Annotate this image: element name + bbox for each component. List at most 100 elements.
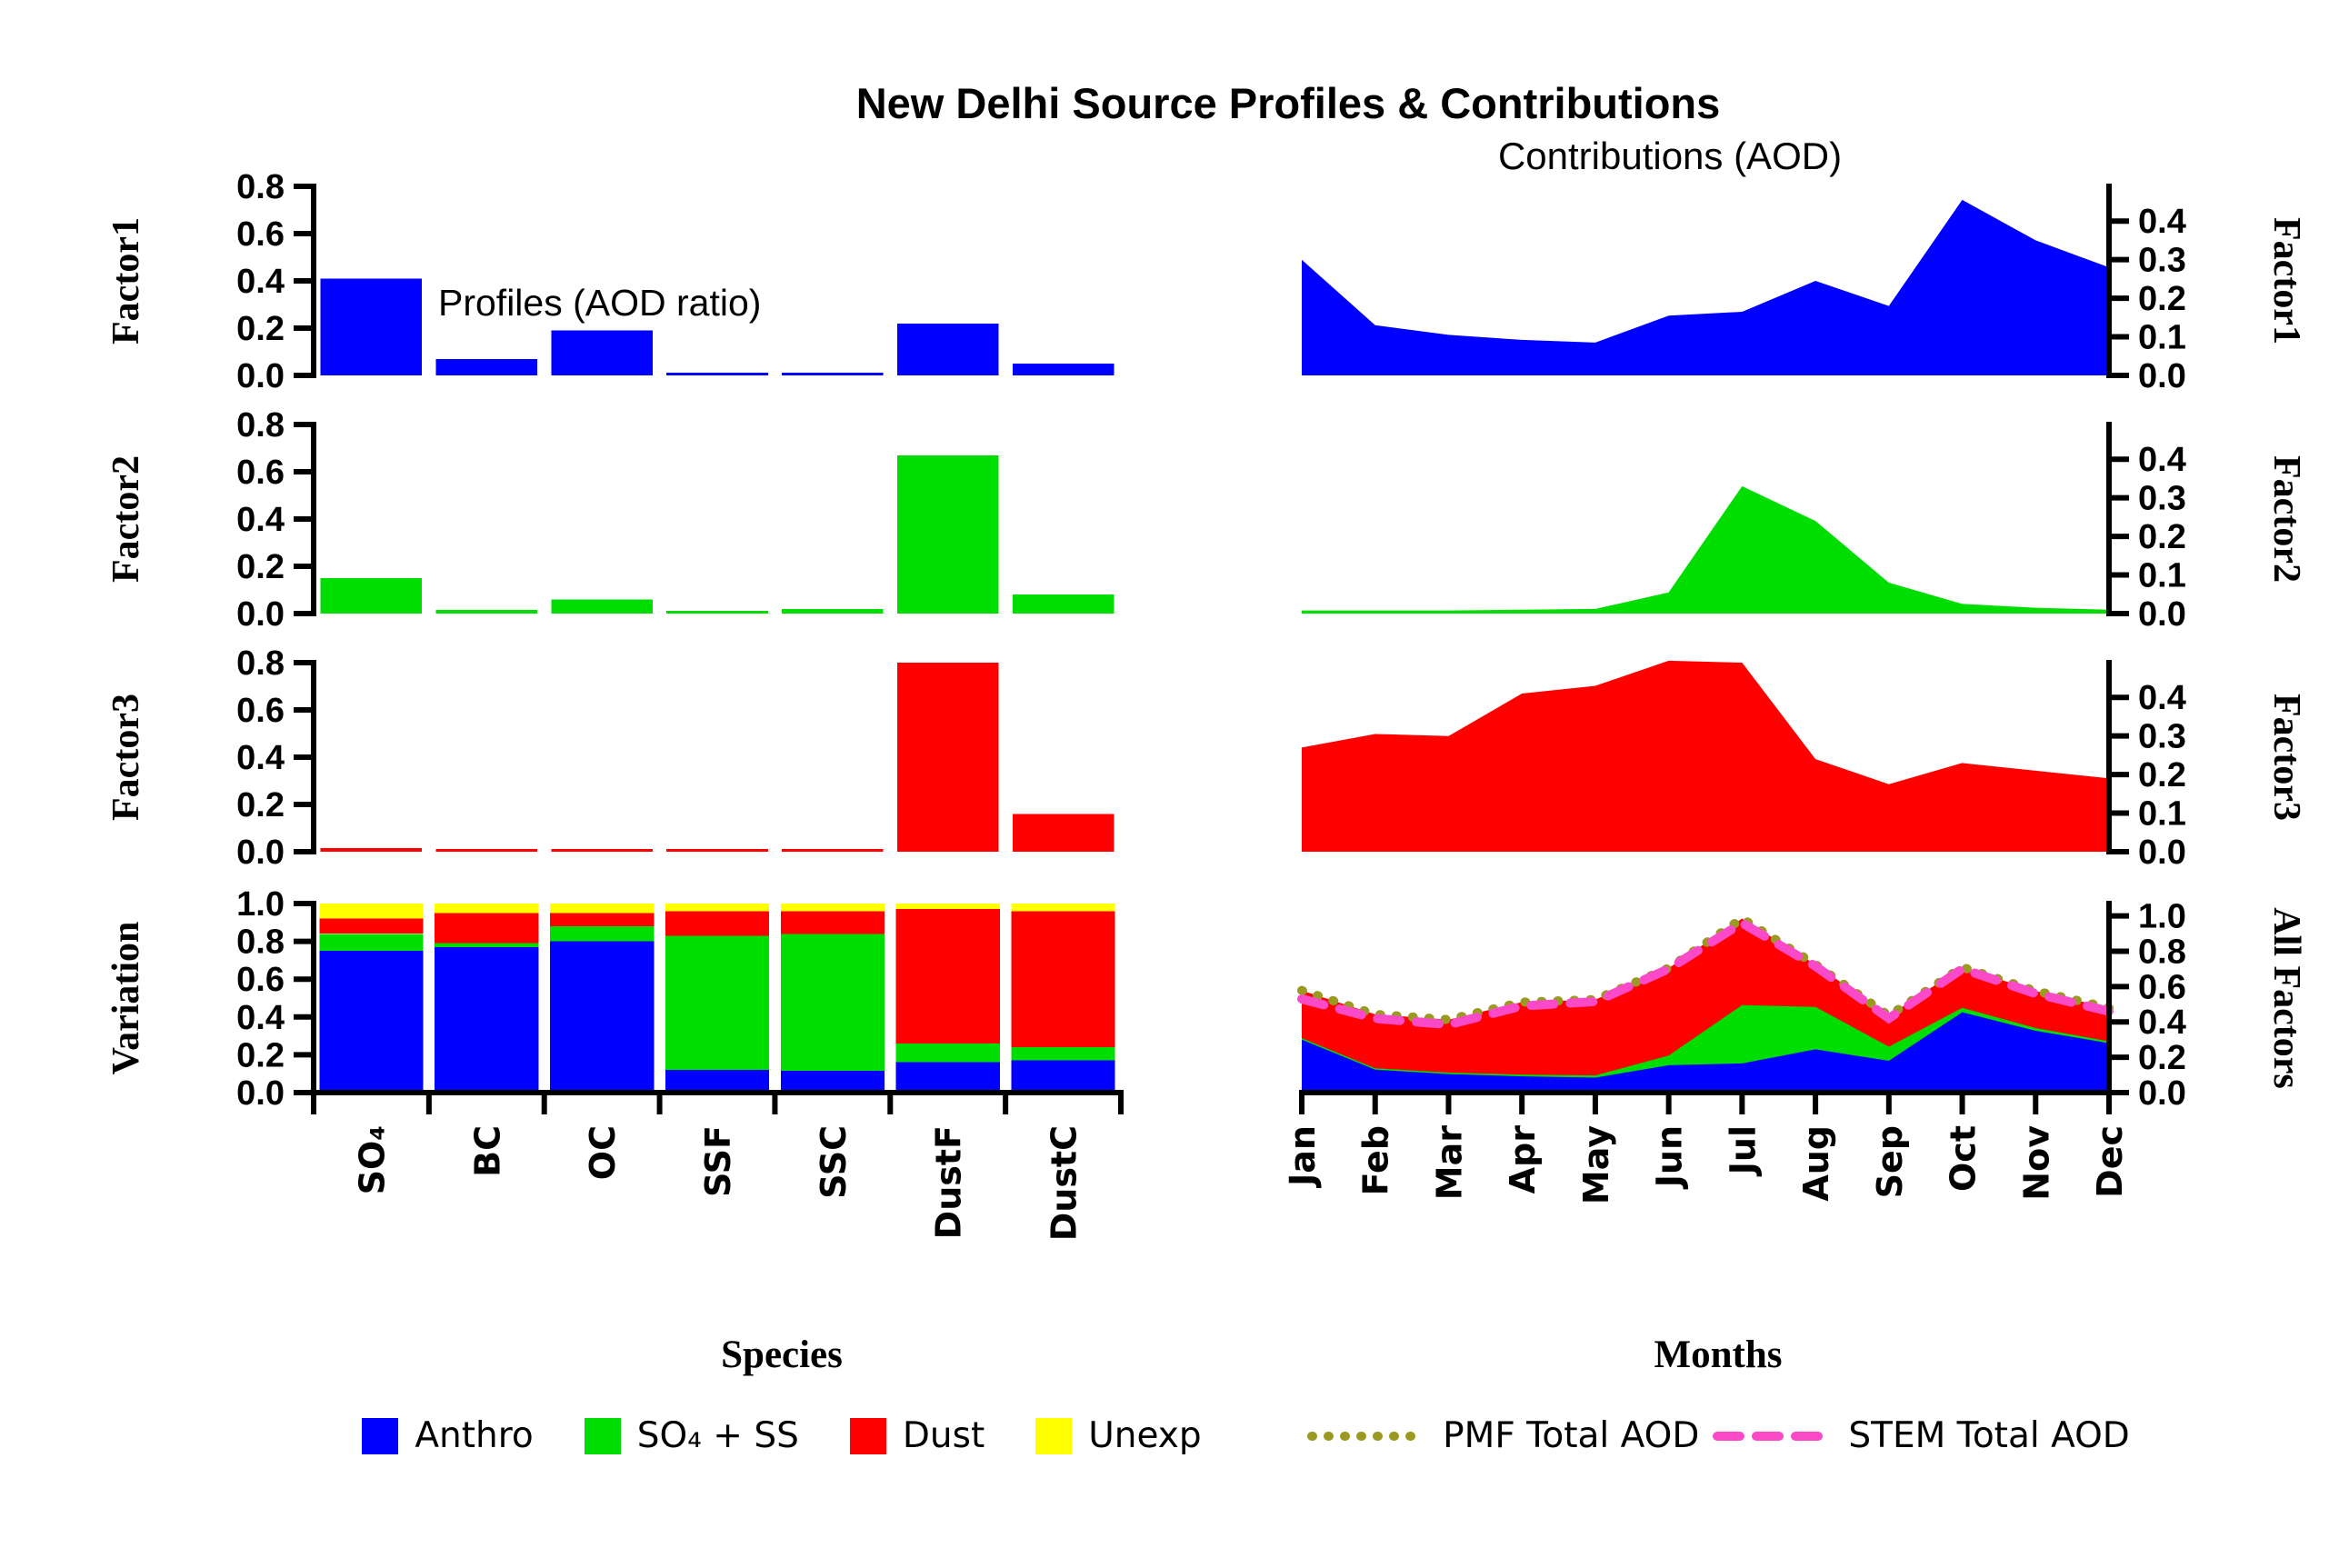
- bar-segment: [780, 904, 885, 912]
- x-axis-label: DustF: [929, 1125, 969, 1239]
- bar-segment: [665, 911, 770, 936]
- bar-segment: [550, 926, 655, 942]
- bar-segment: [665, 1070, 770, 1093]
- y-tick-label: 0.6: [236, 215, 285, 254]
- bar: [435, 610, 538, 614]
- y-tick-label: 0.3: [2138, 718, 2186, 756]
- y-tick-label: 0.6: [236, 454, 285, 492]
- main-title: New Delhi Source Profiles & Contribution…: [855, 79, 1721, 127]
- bar: [1012, 814, 1115, 852]
- x-axis-label: Jun: [1650, 1125, 1690, 1190]
- factor2-profile-axis-title: Factor2: [105, 455, 147, 583]
- y-tick-label: 0.8: [2138, 933, 2186, 971]
- factor1-contribution-panel: 0.00.10.20.30.4 Factor1: [1302, 184, 2307, 395]
- bar: [435, 358, 538, 375]
- factor2-contribution-axis-title: Factor2: [2265, 455, 2307, 583]
- y-tick-label: 0.8: [236, 406, 285, 444]
- bar-segment: [435, 946, 539, 1093]
- bar: [551, 599, 653, 614]
- legend-item: PMF Total AOD: [1306, 1415, 1699, 1456]
- bar-segment: [665, 935, 770, 1071]
- legend-item: Anthro: [362, 1415, 534, 1456]
- bar: [551, 330, 653, 375]
- bar-segment: [550, 904, 655, 914]
- legend-label: SO₄ + SS: [636, 1415, 799, 1456]
- y-tick-label: 0.4: [236, 739, 285, 777]
- x-axis-label: SSC: [814, 1125, 854, 1199]
- y-tick-label: 0.0: [2138, 1074, 2186, 1113]
- bar-segment: [435, 913, 539, 944]
- y-tick-label: 0.6: [236, 961, 285, 999]
- y-tick-label: 0.2: [236, 310, 285, 348]
- area-series: [1302, 199, 2109, 375]
- color-swatch: [1035, 1417, 1073, 1454]
- bar: [666, 372, 768, 375]
- factor3-profile-panel: 0.0 0.2 0.4 0.6 0.8 Factor3: [105, 644, 1115, 872]
- factor2-profile-panel: 0.0 0.2 0.4 0.6 0.8 Factor2: [105, 406, 1115, 634]
- y-tick-label: 0.2: [2138, 518, 2186, 556]
- x-axis-label: Mar: [1430, 1125, 1470, 1200]
- legend-label: STEM Total AOD: [1848, 1415, 2130, 1456]
- x-axis-label: Jul: [1723, 1125, 1763, 1177]
- y-tick-label: 0.8: [236, 924, 285, 962]
- variation-axis-title: Variation: [105, 922, 147, 1075]
- y-tick-label: 0.2: [236, 548, 285, 586]
- y-tick-label: 0.1: [2138, 795, 2186, 834]
- y-tick-label: 0.4: [2138, 203, 2186, 241]
- bar: [896, 323, 999, 375]
- factor1-profile-axis-title: Factor1: [105, 217, 147, 345]
- x-axis-label: BC: [467, 1125, 507, 1177]
- bar: [320, 848, 423, 852]
- x-axis-label: SO₄: [352, 1125, 392, 1194]
- x-axis-label: Aug: [1796, 1125, 1836, 1202]
- bar: [320, 278, 423, 375]
- bar-segment: [780, 1071, 885, 1093]
- months-legend-items: PMF Total AOD STEM Total AOD: [1300, 1415, 2136, 1456]
- bar: [666, 610, 768, 614]
- bar-segment: [550, 913, 655, 926]
- y-tick-label: 0.2: [236, 786, 285, 824]
- legend-label: Dust: [902, 1415, 985, 1456]
- y-tick-label: 0.2: [2138, 1039, 2186, 1077]
- y-tick-label: 0.1: [2138, 319, 2186, 357]
- bar: [782, 372, 884, 375]
- y-tick-label: 0.2: [236, 1036, 285, 1074]
- dotted-line-sample: [1307, 1431, 1426, 1441]
- y-tick-label: 0.0: [2138, 595, 2186, 634]
- variation-panel: 0.00.20.40.60.81.0 SO₄ BC OC SSF SSC DustF Dust…: [105, 885, 1124, 1241]
- stem-total-aod-line: [1297, 917, 2114, 1030]
- area-series: [1302, 485, 2109, 614]
- legend-item: SO₄ + SS: [584, 1415, 799, 1456]
- y-tick-label: 0.8: [236, 644, 285, 683]
- species-legend: Species Anthro SO₄ + SS Dust Unexp: [273, 1333, 1291, 1456]
- bar-segment: [895, 1043, 1000, 1063]
- y-tick-label: 0.0: [236, 1074, 285, 1113]
- bar: [896, 454, 999, 614]
- y-tick-label: 0.2: [2138, 756, 2186, 794]
- legend-label: Anthro: [415, 1415, 534, 1456]
- contributions-title: Contributions (AOD): [1497, 135, 1843, 177]
- y-tick-label: 0.3: [2138, 242, 2186, 280]
- y-tick-label: 0.4: [2138, 441, 2186, 479]
- y-tick-label: 0.4: [2138, 679, 2186, 717]
- bar-segment: [1011, 1047, 1115, 1061]
- bar-segment: [435, 943, 539, 947]
- y-tick-label: 0.6: [2138, 968, 2186, 1006]
- x-axis-label: DustC: [1045, 1125, 1085, 1241]
- y-tick-label: 0.0: [2138, 834, 2186, 872]
- x-axis-label: SSF: [698, 1125, 738, 1197]
- bar: [320, 578, 423, 614]
- bar: [782, 848, 884, 852]
- bar-segment: [895, 909, 1000, 1044]
- bar-segment: [1011, 904, 1115, 912]
- dashed-line-sample: [1713, 1431, 1832, 1441]
- pmf-total-aod-line: [1297, 913, 2114, 1024]
- all-factors-panel: 0.00.20.40.60.81.0 Jan Feb Mar Apr May Jun Jul A…: [1283, 898, 2307, 1204]
- color-swatch: [362, 1417, 399, 1454]
- bar: [896, 663, 999, 852]
- factor3-contribution-panel: 0.00.10.20.30.4 Factor3: [1302, 660, 2307, 872]
- bar-segment: [319, 934, 424, 951]
- x-axis-label: Jan: [1283, 1125, 1323, 1189]
- color-swatch: [584, 1417, 621, 1454]
